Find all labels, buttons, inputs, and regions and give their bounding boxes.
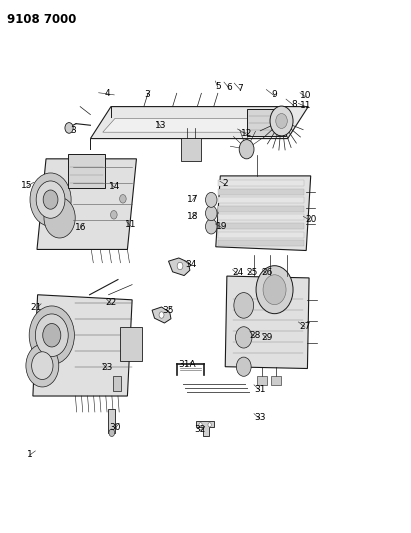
Bar [217, 206, 305, 212]
Text: 11: 11 [125, 221, 136, 229]
Text: 1: 1 [27, 450, 32, 458]
Circle shape [36, 181, 65, 219]
Circle shape [177, 262, 183, 270]
Text: 3: 3 [144, 91, 150, 99]
Polygon shape [152, 307, 171, 323]
Bar [108, 409, 115, 433]
Text: 9108 7000: 9108 7000 [7, 13, 77, 26]
Text: 33: 33 [254, 414, 266, 422]
Text: 5: 5 [215, 82, 221, 91]
Circle shape [30, 173, 71, 227]
Text: 26: 26 [261, 269, 273, 277]
Bar [217, 240, 305, 246]
Circle shape [206, 192, 217, 207]
Text: 9: 9 [272, 91, 277, 99]
Bar [68, 154, 105, 189]
Text: 12: 12 [241, 129, 252, 138]
Polygon shape [103, 118, 279, 132]
Bar [217, 223, 305, 229]
Circle shape [199, 423, 202, 427]
Text: 13: 13 [155, 122, 167, 130]
Polygon shape [37, 159, 136, 249]
Polygon shape [33, 295, 132, 396]
Text: 16: 16 [75, 223, 86, 231]
Text: 30: 30 [109, 423, 121, 432]
Bar [257, 376, 267, 385]
Circle shape [29, 306, 74, 365]
Circle shape [206, 219, 217, 234]
Polygon shape [90, 107, 308, 139]
Circle shape [263, 275, 286, 305]
Circle shape [109, 429, 115, 437]
Circle shape [206, 206, 217, 221]
Text: 4: 4 [105, 89, 111, 98]
Text: 8: 8 [291, 100, 297, 109]
Text: 19: 19 [216, 222, 228, 231]
Circle shape [26, 344, 59, 387]
Bar [217, 231, 305, 238]
Circle shape [256, 265, 293, 313]
Text: 6: 6 [226, 83, 232, 92]
Bar [217, 189, 305, 195]
Text: 15: 15 [21, 181, 32, 190]
Bar [271, 376, 281, 385]
Bar [181, 138, 201, 161]
Circle shape [208, 423, 211, 427]
Text: 18: 18 [187, 212, 198, 221]
Circle shape [111, 211, 117, 219]
Text: 28: 28 [249, 332, 261, 340]
Circle shape [120, 195, 126, 203]
Text: 22: 22 [105, 298, 117, 307]
Text: 32: 32 [194, 425, 206, 434]
Circle shape [239, 140, 254, 159]
Text: 29: 29 [261, 334, 273, 342]
Polygon shape [196, 421, 214, 436]
Text: 21: 21 [30, 303, 42, 311]
Bar [120, 327, 143, 361]
Bar [217, 180, 305, 187]
Bar [217, 214, 305, 221]
Text: 31: 31 [254, 385, 266, 393]
Bar [247, 109, 286, 136]
Bar [113, 376, 121, 391]
Text: 2: 2 [222, 179, 228, 188]
Circle shape [159, 312, 164, 318]
Circle shape [44, 197, 75, 238]
Bar [217, 197, 305, 204]
Text: 34: 34 [185, 260, 196, 269]
Circle shape [65, 123, 73, 133]
Text: 10: 10 [300, 92, 312, 100]
Text: 31A: 31A [178, 360, 196, 369]
Polygon shape [169, 258, 190, 276]
Circle shape [234, 293, 254, 318]
Circle shape [32, 352, 53, 379]
Text: 11: 11 [300, 101, 312, 110]
Text: 17: 17 [187, 195, 198, 204]
Circle shape [276, 114, 287, 128]
Circle shape [43, 324, 61, 347]
Text: 35: 35 [162, 306, 173, 314]
Text: 7: 7 [237, 84, 243, 93]
Circle shape [236, 357, 251, 376]
Polygon shape [225, 276, 309, 368]
Text: 20: 20 [305, 215, 316, 224]
Text: 25: 25 [247, 269, 258, 277]
Text: 14: 14 [109, 182, 120, 191]
Text: 24: 24 [232, 269, 243, 277]
Circle shape [236, 327, 252, 348]
Circle shape [35, 314, 68, 357]
Text: 23: 23 [101, 364, 113, 372]
Text: 3: 3 [70, 126, 76, 134]
Circle shape [270, 106, 293, 136]
Text: 27: 27 [299, 322, 311, 330]
Circle shape [43, 190, 58, 209]
Polygon shape [216, 176, 311, 251]
